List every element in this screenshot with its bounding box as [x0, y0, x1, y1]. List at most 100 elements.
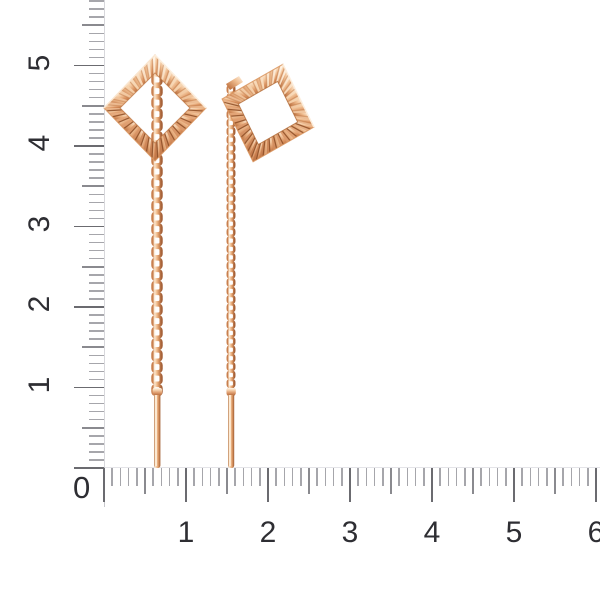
- vertical-tick: [82, 346, 104, 349]
- flute-score: [262, 140, 266, 157]
- flute-score: [171, 125, 181, 136]
- horizontal-axis-label: 6: [587, 516, 600, 549]
- horizontal-tick: [283, 468, 286, 486]
- flute-score: [265, 73, 268, 88]
- vertical-tick: [89, 362, 104, 365]
- chain-link: [226, 135, 236, 145]
- horizontal-tick: [209, 468, 212, 486]
- chain-link-highlight: [228, 338, 230, 344]
- flute-facet: [118, 117, 132, 126]
- horizontal-ruler-topline: [104, 467, 600, 468]
- horizontal-tick: [398, 468, 400, 486]
- flute-facet: [244, 133, 254, 148]
- chain-link-highlight: [228, 103, 230, 109]
- vertical-ruler: 1 2 3 4 5: [0, 0, 106, 470]
- flute-facet: [143, 63, 150, 81]
- flute-facet: [174, 84, 187, 95]
- flute-facet: [106, 109, 124, 114]
- chain-link-highlight: [153, 225, 156, 233]
- chain-link-highlight: [228, 313, 230, 319]
- flute-score: [285, 88, 296, 98]
- flute-score: [175, 121, 187, 130]
- horizontal-tick: [234, 468, 236, 486]
- chain-link: [151, 84, 163, 98]
- chain-link-highlight: [153, 352, 156, 359]
- vertical-tick: [89, 72, 104, 75]
- vertical-tick: [89, 354, 104, 357]
- flute-score: [258, 77, 264, 91]
- chain-link: [151, 337, 163, 351]
- vertical-tick: [89, 16, 104, 18]
- vertical-tick: [89, 370, 104, 373]
- flute-score: [156, 141, 159, 159]
- vertical-axis-label: 5: [23, 54, 56, 71]
- chain-link-highlight: [228, 95, 230, 101]
- flute-score: [134, 129, 142, 141]
- horizontal-tick: [390, 468, 392, 494]
- flute-facet: [237, 124, 250, 134]
- flute-facet: [162, 66, 170, 83]
- flute-score: [277, 133, 284, 145]
- flute-facet: [126, 81, 138, 93]
- origin-label: 0: [73, 470, 91, 505]
- chain-link: [226, 109, 236, 120]
- chain-link: [226, 227, 236, 237]
- flute-facet: [146, 137, 152, 156]
- vertical-tick: [89, 451, 104, 453]
- chain-link: [151, 326, 163, 339]
- flute-facet: [268, 69, 273, 87]
- horizontal-tick: [529, 468, 532, 486]
- flute-facet: [288, 99, 302, 107]
- vertical-tick: [89, 80, 104, 83]
- chain-link: [151, 257, 163, 270]
- flute-score: [274, 65, 281, 83]
- chain-link-highlight: [228, 372, 230, 378]
- vertical-tick: [89, 290, 104, 292]
- vertical-tick: [89, 394, 104, 397]
- flute-score: [128, 125, 138, 135]
- flute-score: [187, 109, 204, 112]
- horizontal-tick: [447, 468, 450, 486]
- chain-link-highlight: [228, 128, 230, 134]
- chain-link-highlight: [153, 168, 156, 175]
- chain-link-highlight: [228, 229, 230, 235]
- flute-score: [225, 96, 241, 104]
- vertical-tick: [89, 233, 104, 236]
- flute-facet: [184, 111, 201, 117]
- flute-facet: [182, 96, 198, 103]
- chain-link: [151, 130, 163, 144]
- chain-link: [226, 328, 236, 338]
- horizontal-tick: [177, 468, 179, 486]
- flute-facet: [138, 69, 146, 85]
- flute-facet: [295, 117, 313, 124]
- horizontal-tick: [226, 468, 228, 494]
- chain-link: [226, 269, 236, 279]
- chain-link-highlight: [153, 214, 156, 221]
- chain-link: [226, 277, 236, 288]
- vertical-tick: [74, 467, 104, 469]
- chain-link: [151, 176, 163, 190]
- vertical-tick: [89, 459, 104, 461]
- flute-facet: [170, 78, 181, 91]
- flute-score: [233, 119, 247, 124]
- horizontal-tick: [119, 468, 122, 486]
- chain-link: [226, 193, 236, 204]
- flute-facet: [277, 132, 287, 145]
- horizontal-tick: [259, 468, 261, 486]
- chain-link-highlight: [153, 156, 156, 164]
- flute-facet: [140, 133, 148, 150]
- horizontal-axis-label: 1: [177, 516, 195, 549]
- chain-link-highlight: [153, 179, 156, 187]
- flute-score: [292, 109, 306, 112]
- vertical-tick: [89, 314, 104, 316]
- chain-link: [226, 261, 236, 271]
- chain-link: [151, 107, 163, 121]
- flute-facet: [129, 125, 140, 138]
- flute-score: [140, 69, 146, 83]
- vertical-tick: [89, 217, 104, 220]
- chain-link-highlight: [153, 363, 156, 371]
- horizontal-axis-label: 2: [259, 516, 277, 549]
- chain-link-highlight: [153, 99, 156, 106]
- flute-score: [245, 84, 255, 96]
